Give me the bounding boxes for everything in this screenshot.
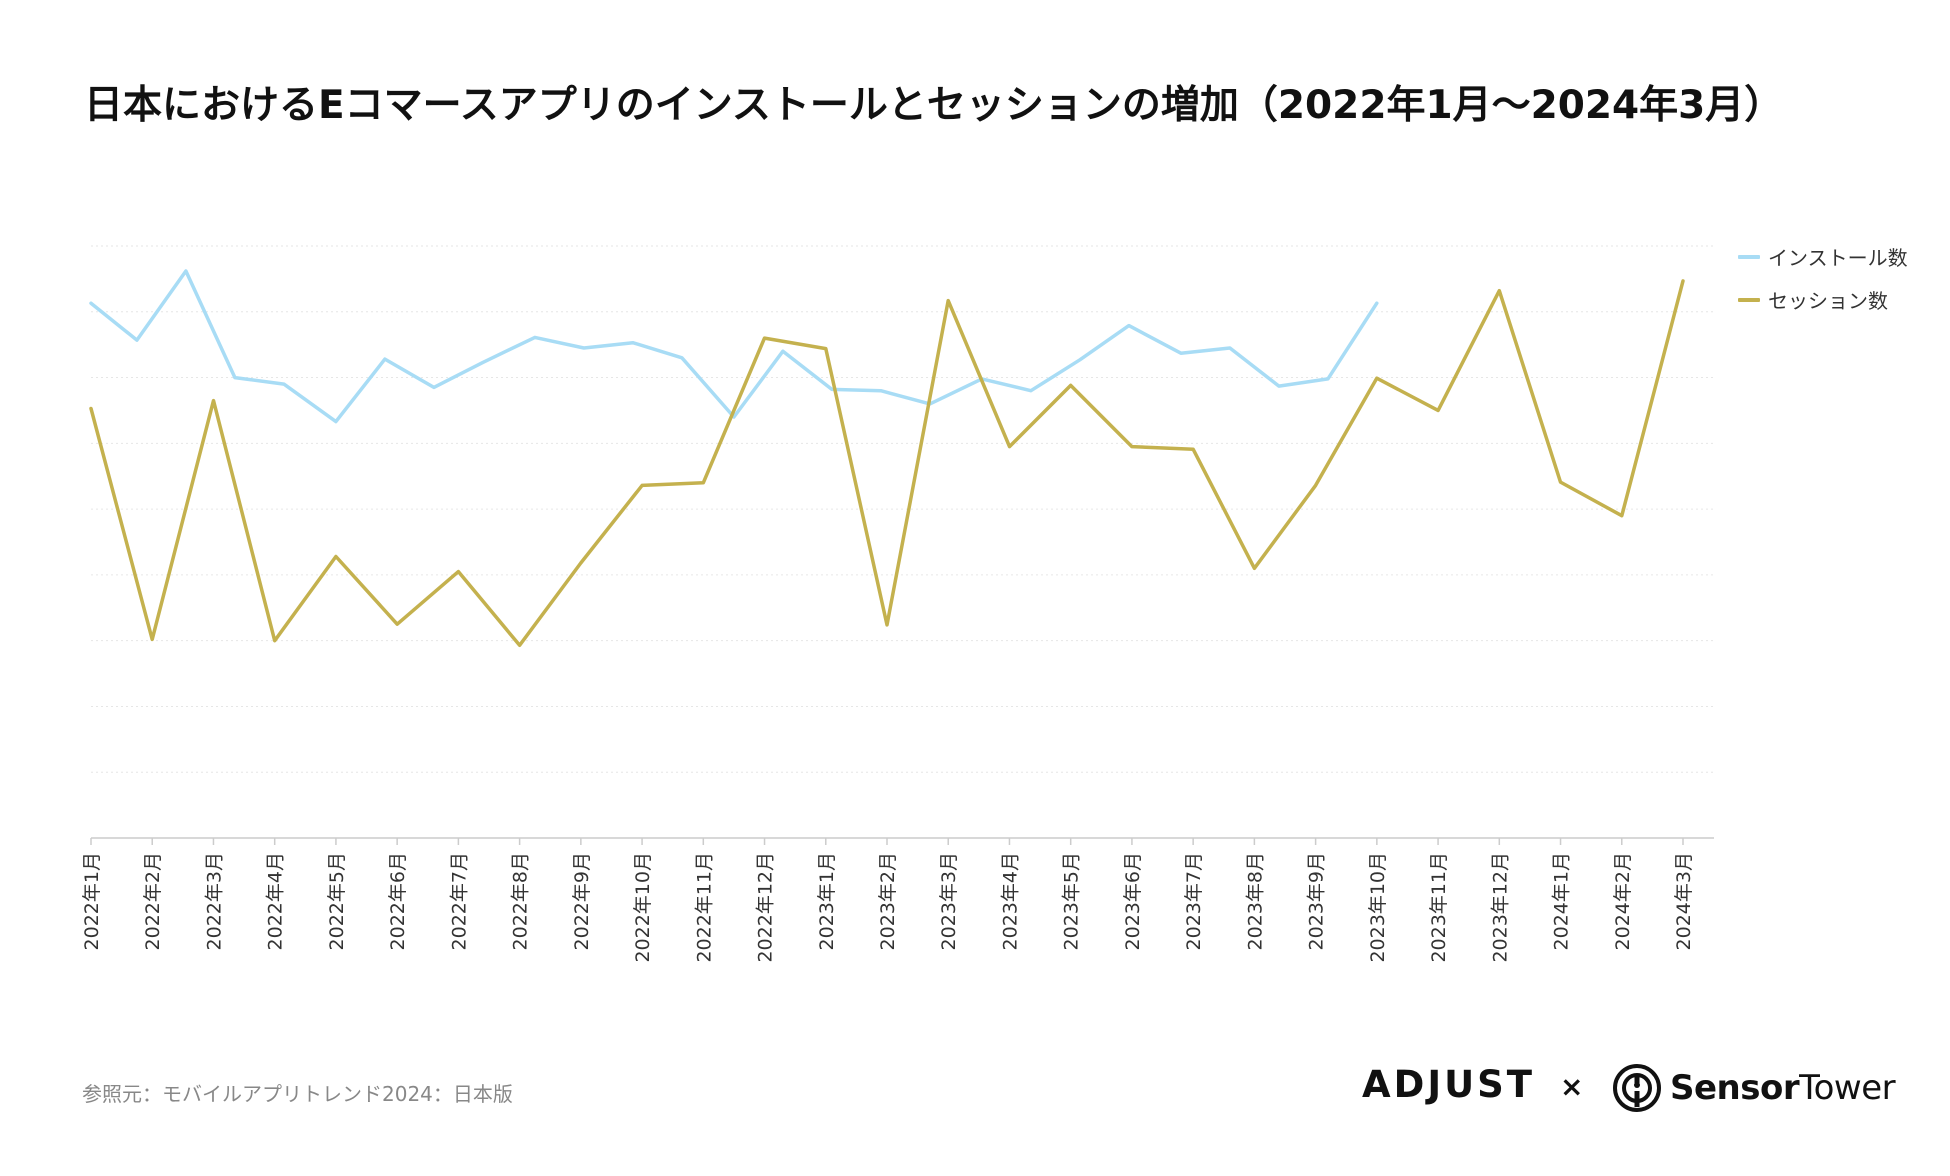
x-tick-label: 2022年4月 [265,852,287,950]
x-tick-label: 2024年3月 [1673,852,1695,950]
x-tick-label: 2023年6月 [1122,852,1144,950]
x-tick-label: 2022年6月 [387,852,409,950]
x-tick-labels: 2022年1月 2022年2月 2022年3月 2022年4月 2022年5月 2022年… [81,852,1695,963]
legend-label-sessions: セッション数 [1768,289,1888,313]
sensor-tower-name-tower: Tower [1799,1068,1896,1108]
x-tick-label: 2022年10月 [632,852,654,963]
brand-separator: × [1560,1070,1584,1103]
x-tick-label: 2023年9月 [1306,852,1328,950]
x-tick-label: 2023年4月 [999,852,1021,950]
x-tick-label: 2023年2月 [877,852,899,950]
x-tick-label: 2022年1月 [81,852,103,950]
x-tick-label: 2022年2月 [142,852,164,950]
x-tick-label: 2023年7月 [1183,852,1205,950]
legend-swatch-installs [1738,254,1760,259]
x-tick-label: 2023年12月 [1489,852,1511,963]
x-axis [90,837,1714,845]
x-tick-label: 2023年3月 [938,852,960,950]
x-tick-label: 2022年3月 [203,852,225,950]
x-tick-label: 2023年1月 [816,852,838,950]
x-tick-label: 2024年2月 [1612,852,1634,950]
legend-swatch-sessions [1738,297,1760,302]
legend-label-installs: インストール数 [1768,246,1908,270]
chart-title: 日本におけるEコマースアプリのインストールとセッションの増加（2022年1月〜2… [84,83,1784,128]
sensor-tower-logo: Sensor Tower [1612,1063,1896,1113]
sensor-tower-icon [1613,1064,1661,1112]
series-line-installs [89,269,1379,424]
x-tick-label: 2022年11月 [693,852,715,963]
x-tick-label: 2023年5月 [1061,852,1083,950]
series-line-sessions [89,279,1685,648]
legend-item-sessions[interactable]: セッション数 [1738,285,1888,314]
x-tick-label: 2022年7月 [448,852,470,950]
x-tick-label: 2023年8月 [1244,852,1266,950]
x-tick-label: 2022年12月 [755,852,777,963]
x-tick-label: 2022年5月 [326,852,348,950]
adjust-logo: ADJUST [1362,1063,1536,1106]
x-tick-label: 2022年8月 [510,852,532,950]
source-note: 参照元：モバイルアプリトレンド2024：日本版 [82,1082,513,1106]
legend-item-installs[interactable]: インストール数 [1738,242,1908,271]
x-tick-label: 2022年9月 [571,852,593,950]
series-lines [89,269,1685,648]
x-tick-label: 2023年11月 [1428,852,1450,963]
sensor-tower-name-sensor: Sensor [1670,1068,1800,1108]
x-tick-label: 2023年10月 [1367,852,1389,963]
x-tick-label: 2024年1月 [1551,852,1573,950]
grid-lines [91,245,1714,773]
